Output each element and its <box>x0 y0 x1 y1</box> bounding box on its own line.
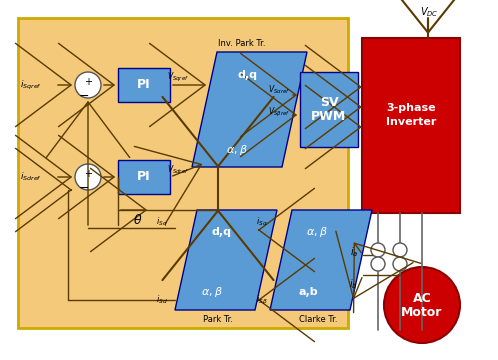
Circle shape <box>393 243 407 257</box>
Text: PI: PI <box>137 171 151 184</box>
Text: $\alpha,\beta$: $\alpha,\beta$ <box>201 285 223 299</box>
Text: a,b: a,b <box>298 287 318 297</box>
Text: Inv. Park Tr.: Inv. Park Tr. <box>218 40 266 49</box>
Polygon shape <box>270 210 372 310</box>
Text: $i_{Sqref}$: $i_{Sqref}$ <box>20 78 42 91</box>
Bar <box>300 72 358 147</box>
Text: PI: PI <box>137 78 151 91</box>
Text: $V_{DC}$: $V_{DC}$ <box>420 5 439 19</box>
Text: $i_b$: $i_b$ <box>349 277 358 291</box>
Text: $i_{Sdref}$: $i_{Sdref}$ <box>20 171 42 183</box>
Text: $i_{Sd}$: $i_{Sd}$ <box>156 294 168 306</box>
Polygon shape <box>175 210 277 310</box>
Text: $\alpha,\beta$: $\alpha,\beta$ <box>306 225 328 239</box>
Text: Clarke Tr.: Clarke Tr. <box>299 315 337 324</box>
Polygon shape <box>192 52 307 167</box>
Circle shape <box>75 164 101 190</box>
Text: $V_{S\beta ref}$: $V_{S\beta ref}$ <box>268 105 290 118</box>
Text: 3-phase: 3-phase <box>386 103 436 113</box>
Circle shape <box>371 257 385 271</box>
Text: PWM: PWM <box>311 111 347 123</box>
Bar <box>118 68 170 102</box>
Text: Motor: Motor <box>401 306 443 320</box>
Text: Inverter: Inverter <box>386 117 436 127</box>
Text: $V_{Sqref}$: $V_{Sqref}$ <box>167 71 189 84</box>
Text: d,q: d,q <box>212 227 232 237</box>
Text: d,q: d,q <box>237 70 257 80</box>
Circle shape <box>371 243 385 257</box>
Text: $\alpha,\beta$: $\alpha,\beta$ <box>226 143 248 157</box>
Text: $\theta$: $\theta$ <box>133 213 143 227</box>
Text: $V_{Sdref}$: $V_{Sdref}$ <box>167 164 189 176</box>
Text: −: − <box>79 90 89 103</box>
Text: Park Tr.: Park Tr. <box>203 315 233 324</box>
Bar <box>362 38 460 213</box>
Bar <box>118 160 170 194</box>
Text: $V_{S\alpha ref}$: $V_{S\alpha ref}$ <box>268 84 290 96</box>
Text: $i_a$: $i_a$ <box>350 245 358 259</box>
Circle shape <box>384 267 460 343</box>
Text: $i_{S\alpha}$: $i_{S\alpha}$ <box>256 216 268 228</box>
Text: AC: AC <box>413 292 431 305</box>
Text: $i_{S\beta}$: $i_{S\beta}$ <box>256 293 268 307</box>
Circle shape <box>393 257 407 271</box>
Text: +: + <box>84 77 92 87</box>
Text: +: + <box>84 169 92 179</box>
Text: −: − <box>79 181 89 194</box>
Bar <box>18 18 348 328</box>
Text: $i_{Sq}$: $i_{Sq}$ <box>156 215 168 229</box>
Text: SV: SV <box>320 95 338 108</box>
Circle shape <box>75 72 101 98</box>
